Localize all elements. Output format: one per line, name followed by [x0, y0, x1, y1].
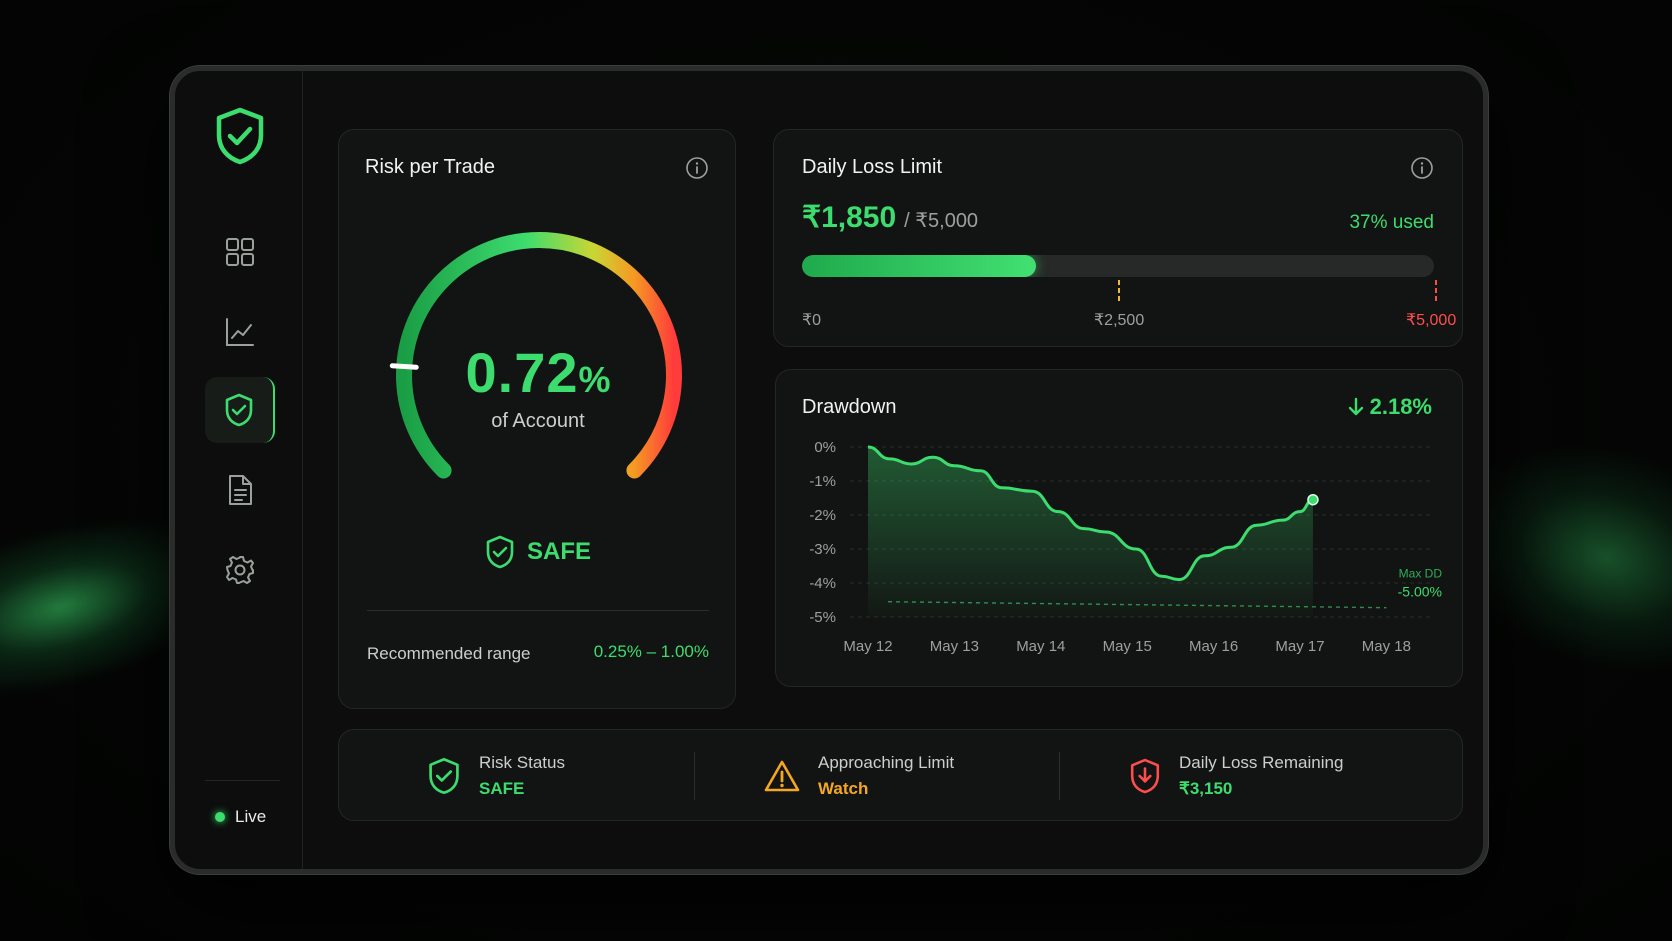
tick-label: ₹0	[802, 312, 822, 329]
card-title: Risk per Trade	[365, 156, 496, 178]
document-icon	[229, 475, 252, 505]
x-tick-label: May 18	[1362, 638, 1411, 655]
nav-settings[interactable]	[205, 537, 275, 603]
status-divider	[694, 752, 695, 800]
y-tick-label: -2%	[809, 507, 836, 524]
tick-label: ₹2,500	[1094, 312, 1145, 329]
shield-check-icon	[429, 757, 459, 795]
info-icon[interactable]	[685, 156, 709, 180]
status-label: Approaching Limit	[818, 753, 955, 772]
shield-check-icon	[225, 393, 253, 427]
nav-analytics[interactable]	[205, 299, 275, 365]
y-tick-label: -3%	[809, 541, 836, 558]
live-label: Live	[235, 807, 267, 826]
latest-point	[1307, 493, 1319, 506]
x-tick-label: May 16	[1189, 638, 1238, 655]
max-dd-label: Max DD	[1399, 567, 1443, 581]
recommended-range-label: Recommended range	[367, 644, 531, 663]
status-bar: Risk Status SAFE Approaching Limit Watch	[338, 729, 1463, 821]
nav-dashboard[interactable]	[205, 219, 275, 285]
sidebar-divider	[205, 780, 280, 781]
arrow-down-icon	[1348, 397, 1363, 416]
chart-line-icon	[226, 318, 254, 346]
tick-mark	[1118, 280, 1120, 302]
risk-value: 0.72%	[339, 340, 737, 405]
risk-value-unit: %	[578, 359, 611, 400]
loss-total: / ₹5,000	[904, 210, 979, 232]
tick-mark	[1435, 280, 1437, 302]
nav-reports[interactable]	[205, 457, 275, 523]
app-window: Live Risk per Trade 0.72%	[170, 66, 1488, 874]
y-tick-label: -1%	[809, 473, 836, 490]
shield-down-icon	[1130, 758, 1160, 794]
status-value: Watch	[818, 779, 869, 798]
status-risk: Risk Status SAFE	[427, 730, 565, 822]
recommended-range-value: 0.25% – 1.00%	[593, 642, 709, 661]
x-tick-label: May 15	[1103, 638, 1152, 655]
gauge-arc	[396, 232, 682, 479]
drawdown-chart: 0% -1% -2% -3% -4% -5% May 12 May 13 May 14 May 1…	[809, 439, 1443, 655]
risk-gauge	[389, 232, 682, 479]
tick-mark	[801, 280, 803, 302]
warning-triangle-icon	[764, 760, 800, 792]
x-tick-label: May 12	[843, 638, 892, 655]
daily-loss-limit-card: Daily Loss Limit ₹1,850 / ₹5,000 37% use…	[773, 129, 1463, 347]
drawdown-line	[867, 445, 1314, 582]
drawdown-card: Drawdown 2.18% 0% -1% -2% -3% -4% -5% May 12 Ma…	[775, 369, 1463, 687]
max-dd-value: -5.00%	[1398, 584, 1442, 600]
divider	[367, 610, 709, 611]
drawdown-change: 2.18%	[1348, 394, 1432, 420]
tick-label: ₹5,000	[1406, 312, 1457, 329]
settings-gear-icon	[226, 556, 254, 584]
risk-status: SAFE	[339, 535, 737, 569]
status-value: ₹3,150	[1179, 779, 1233, 798]
drawdown-area	[868, 447, 1313, 617]
dashboard-grid-icon	[226, 238, 254, 266]
info-icon[interactable]	[1410, 156, 1434, 180]
card-title: Daily Loss Limit	[802, 156, 943, 178]
loss-progress-bar	[802, 255, 1434, 277]
loss-percent-used: 37% used	[1349, 212, 1434, 233]
loss-amount: ₹1,850 / ₹5,000	[802, 200, 978, 235]
live-dot-icon	[215, 812, 225, 822]
status-approaching-limit: Approaching Limit Watch	[764, 730, 954, 822]
live-indicator: Live	[215, 807, 266, 827]
y-tick-label: -5%	[809, 609, 836, 626]
x-tick-label: May 13	[930, 638, 979, 655]
shield-check-icon	[215, 107, 265, 165]
gauge-marker	[389, 363, 419, 370]
risk-per-trade-card: Risk per Trade 0.72% of Account	[338, 129, 736, 709]
status-value: SAFE	[479, 779, 525, 798]
drawdown-change-value: 2.18%	[1369, 394, 1432, 419]
x-tick-label: May 14	[1016, 638, 1065, 655]
nav-risk[interactable]	[205, 377, 275, 443]
shield-check-icon	[486, 535, 514, 569]
loss-progress-fill	[802, 255, 1036, 277]
risk-status-label: SAFE	[526, 538, 591, 565]
status-label: Risk Status	[479, 753, 565, 772]
loss-used: ₹1,850	[802, 201, 897, 234]
status-divider	[1059, 752, 1060, 800]
risk-value-number: 0.72	[465, 341, 579, 404]
risk-subtitle: of Account	[491, 410, 585, 432]
y-tick-label: -4%	[809, 575, 836, 592]
sidebar: Live	[175, 71, 303, 869]
y-tick-label: 0%	[814, 439, 836, 456]
status-daily-loss-remaining: Daily Loss Remaining ₹3,150	[1129, 730, 1343, 822]
card-title: Drawdown	[802, 396, 897, 418]
x-tick-label: May 17	[1275, 638, 1324, 655]
status-label: Daily Loss Remaining	[1179, 753, 1344, 772]
